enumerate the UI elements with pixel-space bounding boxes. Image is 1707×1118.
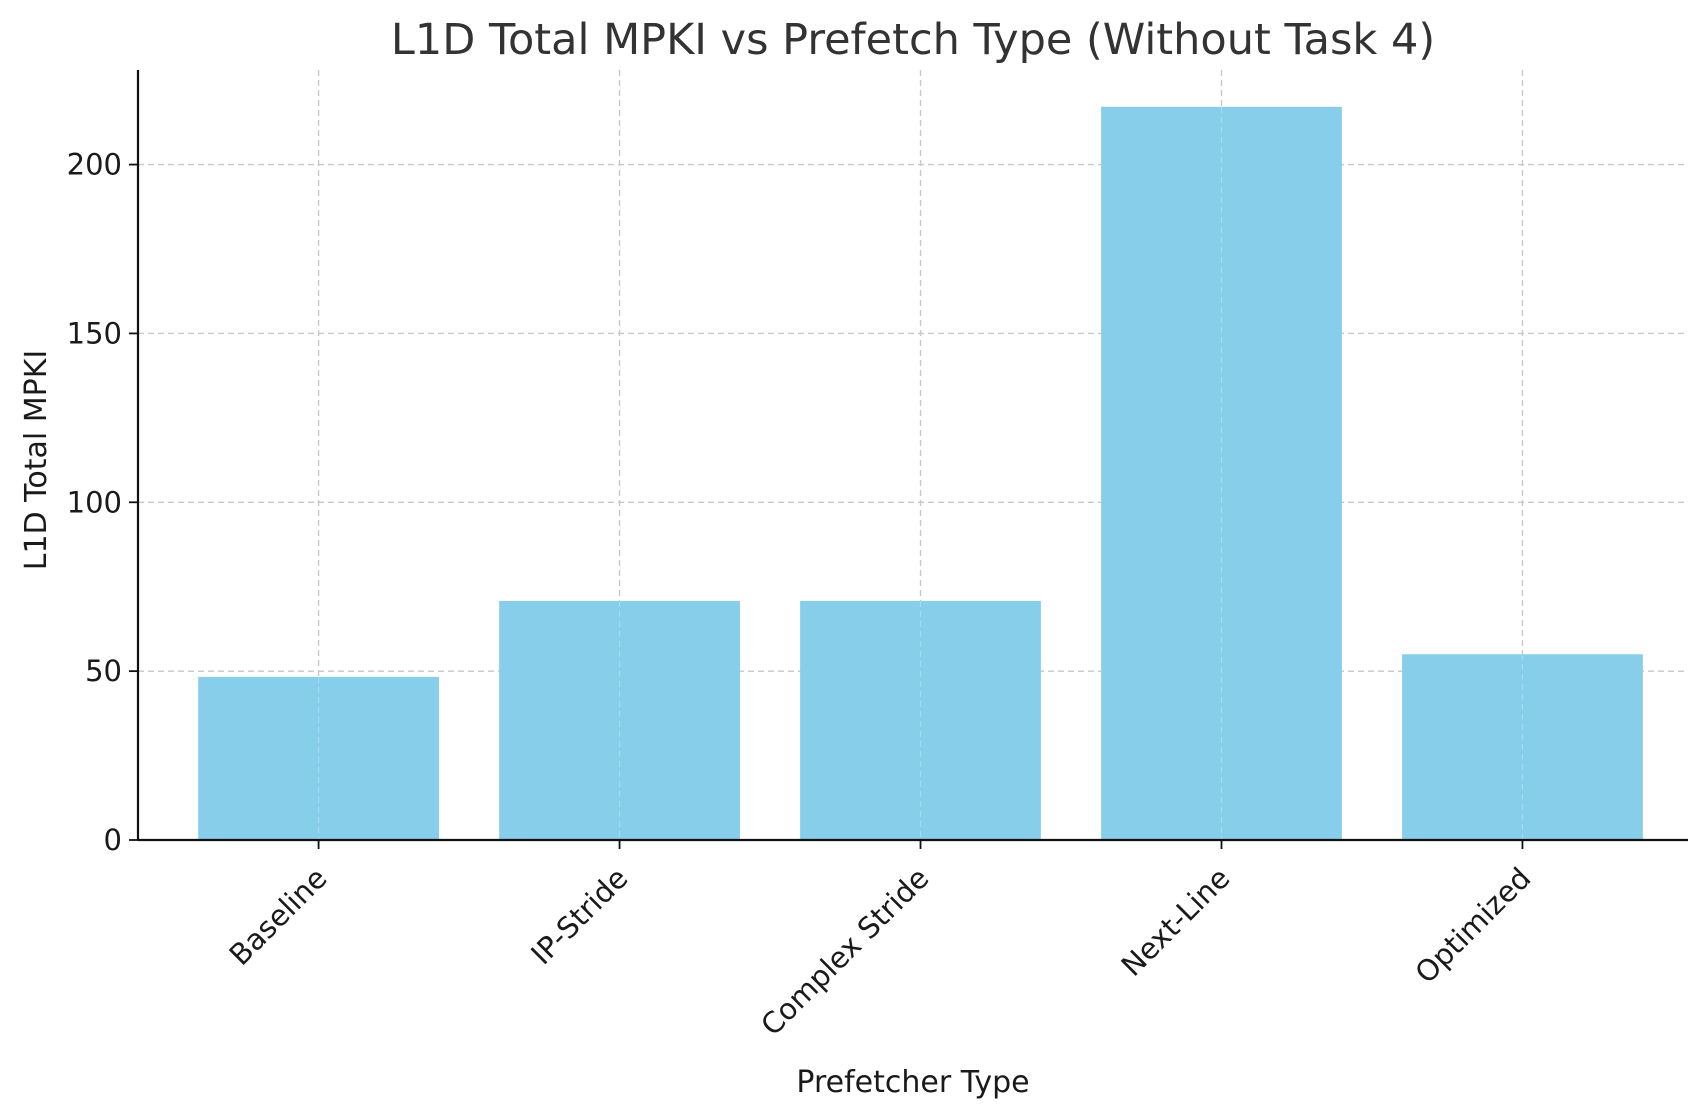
bar-optimized xyxy=(1402,654,1643,840)
x-tick-label: IP-Stride xyxy=(524,861,634,971)
y-tick-label: 50 xyxy=(85,654,122,688)
x-tick-label: Next-Line xyxy=(1114,861,1236,983)
x-axis-label: Prefetcher Type xyxy=(796,1065,1029,1100)
bar-ip-stride xyxy=(499,600,740,840)
y-tick-label: 0 xyxy=(104,823,122,857)
x-tick-label: Complex Stride xyxy=(754,861,935,1042)
bar-next-line xyxy=(1101,106,1342,840)
axes-layer xyxy=(136,70,1688,842)
y-tick-label: 100 xyxy=(67,485,122,519)
x-tick-label: Baseline xyxy=(223,861,334,972)
y-tick-label: 150 xyxy=(67,316,122,350)
bar-complex-stride xyxy=(800,600,1041,840)
y-axis-label: L1D Total MPKI xyxy=(19,350,54,571)
bar-baseline xyxy=(198,676,439,840)
bars-layer xyxy=(198,106,1643,840)
chart-title: L1D Total MPKI vs Prefetch Type (Without… xyxy=(391,15,1435,65)
y-tick-label: 200 xyxy=(67,148,122,182)
x-tick-label: Optimized xyxy=(1408,861,1537,990)
